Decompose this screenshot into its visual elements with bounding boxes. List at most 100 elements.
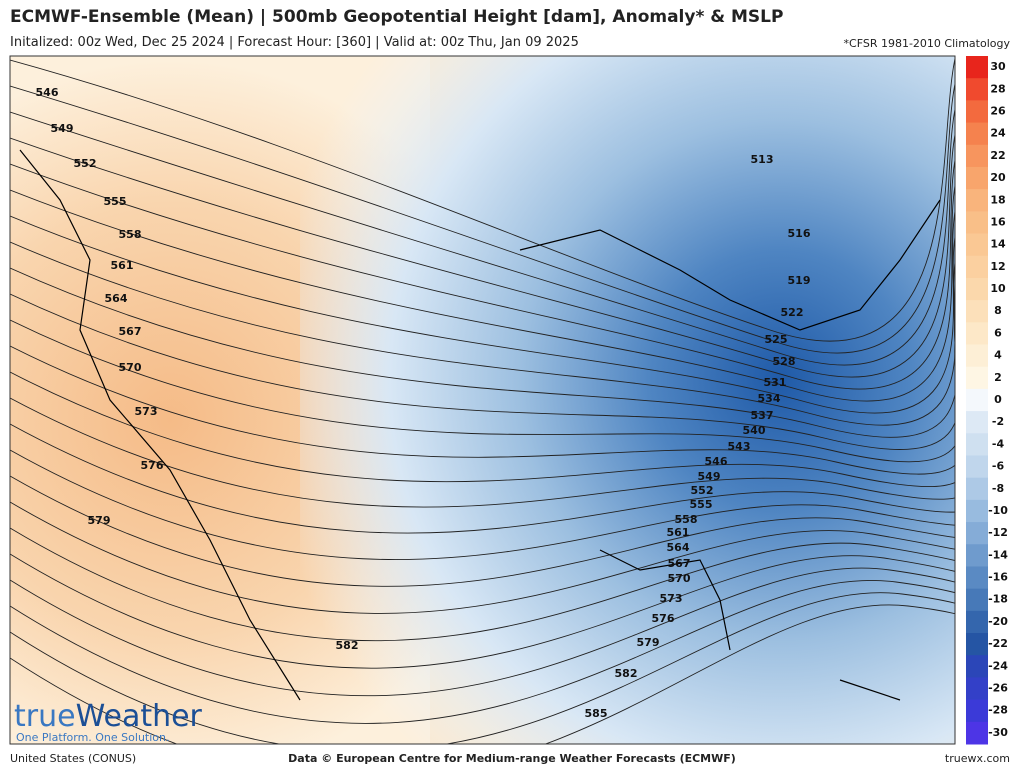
- colorbar-label: -16: [988, 571, 1008, 584]
- colorbar-label: 26: [990, 104, 1006, 117]
- colorbar-label: 4: [994, 349, 1002, 362]
- colorbar-label: 14: [990, 238, 1006, 251]
- contour-label: 585: [585, 707, 608, 720]
- contour-label: 573: [660, 592, 683, 605]
- logo-weather: Weather: [76, 699, 203, 734]
- contour-label: 582: [615, 667, 638, 680]
- colorbar-segment: [966, 122, 988, 146]
- contour-line: [10, 423, 955, 534]
- contour-label: 519: [788, 274, 811, 287]
- colorbar-segment: [966, 677, 988, 701]
- colorbar-label: -14: [988, 548, 1008, 561]
- colorbar: 302826242220181614121086420-2-4-6-8-10-1…: [966, 56, 1008, 745]
- colorbar-label: -8: [992, 482, 1004, 495]
- contour-line: [10, 158, 955, 390]
- colorbar-segment: [966, 56, 988, 79]
- colorbar-segment: [966, 144, 988, 168]
- contour-label: 570: [668, 572, 691, 585]
- contour-label: 555: [690, 498, 713, 511]
- contour-line: [10, 475, 955, 587]
- coastlines: [19, 149, 941, 701]
- contour-line: [10, 592, 955, 744]
- colorbar-segment: [966, 255, 988, 279]
- colorbar-label: -12: [988, 526, 1008, 539]
- colorbar-segment: [966, 189, 988, 212]
- contour-line: [10, 209, 955, 414]
- colorbar-segment: [966, 499, 988, 523]
- contour-line: [10, 567, 955, 696]
- colorbar-label: -22: [988, 637, 1008, 650]
- colorbar-segment: [966, 233, 988, 257]
- contour-label: 555: [104, 195, 127, 208]
- colorbar-label: -6: [992, 460, 1005, 473]
- contour-label: 570: [119, 361, 142, 374]
- contour-label: 582: [336, 639, 359, 652]
- contour-line: [10, 234, 955, 426]
- colorbar-label: 16: [990, 215, 1006, 228]
- contour-label: 579: [637, 636, 660, 649]
- contour-label: 552: [691, 484, 714, 497]
- colorbar-segment: [966, 655, 988, 678]
- contours: [10, 56, 955, 744]
- colorbar-segment: [966, 366, 988, 390]
- colorbar-segment: [966, 211, 988, 235]
- colorbar-segment: [966, 721, 988, 745]
- colorbar-segment: [966, 277, 988, 301]
- footer-left: United States (CONUS): [10, 752, 136, 765]
- contour-line: [10, 311, 955, 463]
- contour-line: [10, 363, 955, 488]
- colorbar-segment: [966, 477, 988, 501]
- title: ECMWF-Ensemble (Mean) | 500mb Geopotenti…: [10, 7, 783, 27]
- contour-line: [10, 527, 955, 642]
- contour-line: [10, 337, 955, 475]
- contour-line: [10, 285, 955, 450]
- logo-true: true: [14, 699, 76, 734]
- colorbar-label: 6: [994, 326, 1002, 339]
- contour-label: 549: [698, 470, 721, 483]
- contour-label: 516: [788, 227, 811, 240]
- colorbar-label: 24: [990, 127, 1006, 140]
- contour-line: [10, 260, 955, 438]
- contour-label: 558: [119, 228, 142, 241]
- colorbar-label: 30: [990, 60, 1006, 73]
- subtitle: Initalized: 00z Wed, Dec 25 2024 | Forec…: [10, 35, 579, 50]
- contour-label: 576: [652, 612, 675, 625]
- colorbar-segment: [966, 78, 988, 101]
- contour-label: 546: [36, 86, 59, 99]
- contour-label: 561: [111, 259, 134, 272]
- contour-label: 567: [668, 557, 691, 570]
- colorbar-segment: [966, 544, 988, 567]
- colorbar-segment: [966, 455, 988, 479]
- contour-line: [10, 107, 955, 366]
- colorbar-label: 2: [994, 371, 1002, 384]
- colorbar-label: -4: [992, 437, 1005, 450]
- footer-right: truewx.com: [945, 752, 1010, 765]
- contour-line: [10, 449, 955, 560]
- cold-anomaly: [300, 56, 955, 744]
- contour-label: 549: [51, 122, 74, 135]
- contour-label: 531: [764, 376, 787, 389]
- contour-line: [10, 81, 955, 354]
- contour-label: 546: [705, 455, 728, 468]
- colorbar-label: -10: [988, 504, 1008, 517]
- colorbar-segment: [966, 588, 988, 612]
- colorbar-label: -30: [988, 726, 1008, 739]
- colorbar-segment: [966, 388, 988, 412]
- logo: trueWeather: [14, 699, 203, 734]
- colorbar-label: 10: [990, 282, 1006, 295]
- colorbar-segment: [966, 411, 988, 434]
- contour-label: 528: [773, 355, 796, 368]
- contour-label: 522: [781, 306, 804, 319]
- contour-line: [10, 132, 955, 378]
- contour-label: 513: [751, 153, 774, 166]
- colorbar-segment: [966, 300, 988, 323]
- map-frame: [9, 55, 956, 745]
- colorbar-label: -26: [988, 682, 1008, 695]
- colorbar-label: 22: [990, 149, 1005, 162]
- contour-label: 534: [758, 392, 781, 405]
- colorbar-segment: [966, 322, 988, 346]
- contour-label: 573: [135, 405, 158, 418]
- contour-label: 543: [728, 440, 751, 453]
- contour-line: [10, 389, 955, 508]
